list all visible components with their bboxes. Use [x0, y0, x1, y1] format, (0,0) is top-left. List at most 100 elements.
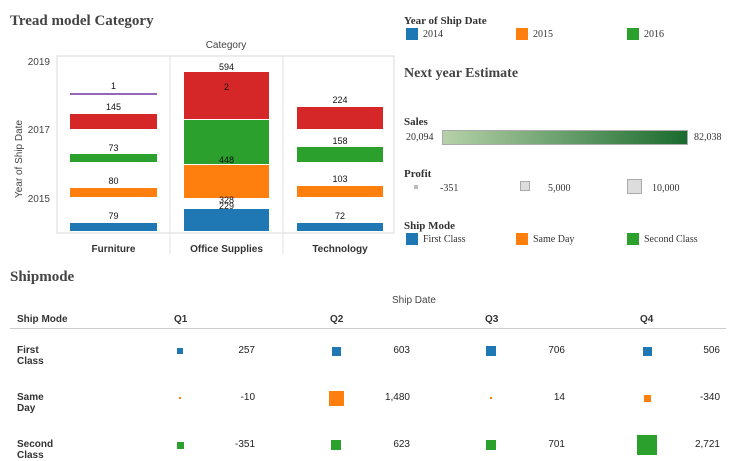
size-marker [643, 394, 651, 402]
y-tick-label: 2017 [28, 125, 51, 136]
legend-item-2015: 2015 [516, 28, 553, 40]
table-cell-value: 2,721 [694, 439, 720, 450]
bar-data-label: 229 [219, 201, 234, 211]
bar-data-label: 73 [108, 143, 118, 153]
profit-max: 10,000 [652, 183, 680, 194]
legend-item-first-class: First Class [406, 233, 466, 245]
x-category-label: Technology [312, 244, 368, 255]
bar-data-label: 594 [219, 62, 234, 72]
size-marker [642, 346, 652, 356]
y-tick-label: 2015 [28, 194, 51, 205]
bar-data-label: 448 [219, 155, 234, 165]
size-marker [331, 346, 341, 356]
x-category-label: Furniture [92, 244, 136, 255]
bar-data-label: 80 [108, 176, 118, 186]
profit-marker-small [414, 185, 418, 189]
size-marker [177, 348, 183, 354]
legend-item-same-day: Same Day [516, 233, 574, 245]
bar-data-label: 103 [332, 174, 347, 184]
size-marker [331, 440, 341, 450]
bar-second-class-office-supplies [184, 120, 269, 164]
shipmode-title: Shipmode [10, 269, 75, 285]
size-marker [176, 441, 184, 449]
bar-second-class-furniture [70, 154, 157, 162]
bar-data-label: 158 [332, 136, 347, 146]
table-header-divider [10, 328, 726, 329]
estimate-title: Next year Estimate [404, 66, 519, 81]
sales-min: 20,094 [406, 132, 434, 143]
bar-standard-class-technology [297, 107, 383, 129]
chart-category-header: Category [206, 40, 247, 51]
bar-data-label: 145 [106, 102, 121, 112]
legend-label: 2016 [644, 28, 664, 40]
row-label-same-day: Same Day [17, 392, 44, 414]
legend-swatch [406, 233, 418, 245]
y-axis-label: Year of Ship Date [14, 120, 25, 198]
bar-other-furniture [70, 93, 157, 95]
table-cell-value: 701 [548, 439, 565, 450]
bar-data-label: 72 [335, 211, 345, 221]
row-label-second-class: Second Class [17, 439, 54, 461]
table-cell-value: 706 [548, 345, 565, 356]
sales-label: Sales [404, 116, 428, 128]
legend-label: Second Class [644, 233, 698, 245]
table-cell-value: -340 [699, 392, 720, 403]
table-cell-value: 506 [703, 345, 720, 356]
size-marker [486, 346, 496, 356]
legend-swatch [406, 28, 418, 40]
size-marker [486, 440, 496, 450]
column-header-q4: Q4 [640, 314, 654, 325]
column-header-q3: Q3 [485, 314, 499, 325]
profit-marker-medium [520, 181, 530, 191]
bar-first-class-office-supplies [184, 209, 269, 231]
table-cell-value: 623 [393, 439, 410, 450]
legend-item-2016: 2016 [627, 28, 664, 40]
legend-label: 2015 [533, 28, 553, 40]
legend-swatch [627, 233, 639, 245]
bar-same-day-office-supplies [184, 165, 269, 198]
bar-second-class-technology [297, 147, 383, 162]
size-marker [490, 397, 492, 399]
sales-max: 82,038 [694, 132, 722, 143]
shipmode-legend-title: Ship Mode [404, 220, 456, 232]
profit-min: -351 [440, 183, 459, 194]
bar-first-class-technology [297, 223, 383, 231]
chart-title: Tread model Category [10, 13, 154, 29]
legend-swatch [516, 233, 528, 245]
legend-label: 2014 [423, 28, 443, 40]
profit-mid: 5,000 [548, 183, 571, 194]
x-category-label: Office Supplies [190, 244, 263, 255]
bar-data-label: 1 [111, 81, 116, 91]
size-marker [328, 390, 344, 406]
table-cell-value: 14 [553, 392, 565, 403]
bar-same-day-furniture [70, 188, 157, 197]
legend-swatch [516, 28, 528, 40]
bar-data-label: 79 [108, 211, 118, 221]
column-header-q2: Q2 [330, 314, 344, 325]
profit-label: Profit [404, 168, 432, 180]
table-cell-value: -10 [240, 392, 255, 403]
bar-first-class-furniture [70, 223, 157, 231]
y-tick-label: 2019 [28, 57, 51, 68]
size-marker [637, 435, 657, 455]
legend-label: Same Day [533, 233, 575, 245]
bar-standard-class-furniture [70, 114, 157, 129]
ship-date-header: Ship Date [392, 295, 436, 306]
year-legend-title: Year of Ship Date [404, 15, 487, 27]
ship-mode-column-header: Ship Mode [17, 314, 68, 325]
bar-data-label: 224 [332, 95, 347, 105]
legend-swatch [627, 28, 639, 40]
table-cell-value: -351 [234, 439, 255, 450]
size-marker [179, 397, 181, 399]
bar-standard-class-office-supplies [184, 72, 269, 119]
sales-gradient-bar [442, 130, 688, 145]
bar-data-label: 2 [224, 82, 229, 92]
legend-label: First Class [423, 233, 466, 245]
category-bar-chart: Category Year of Ship Date 201920172015 … [14, 40, 395, 255]
plot-area-frame [56, 55, 395, 234]
table-cell-value: 603 [393, 345, 410, 356]
legend-item-second-class: Second Class [627, 233, 698, 245]
profit-marker-large [627, 179, 642, 194]
table-cell-value: 1,480 [384, 392, 410, 403]
bar-data-label: 328 [219, 195, 234, 205]
